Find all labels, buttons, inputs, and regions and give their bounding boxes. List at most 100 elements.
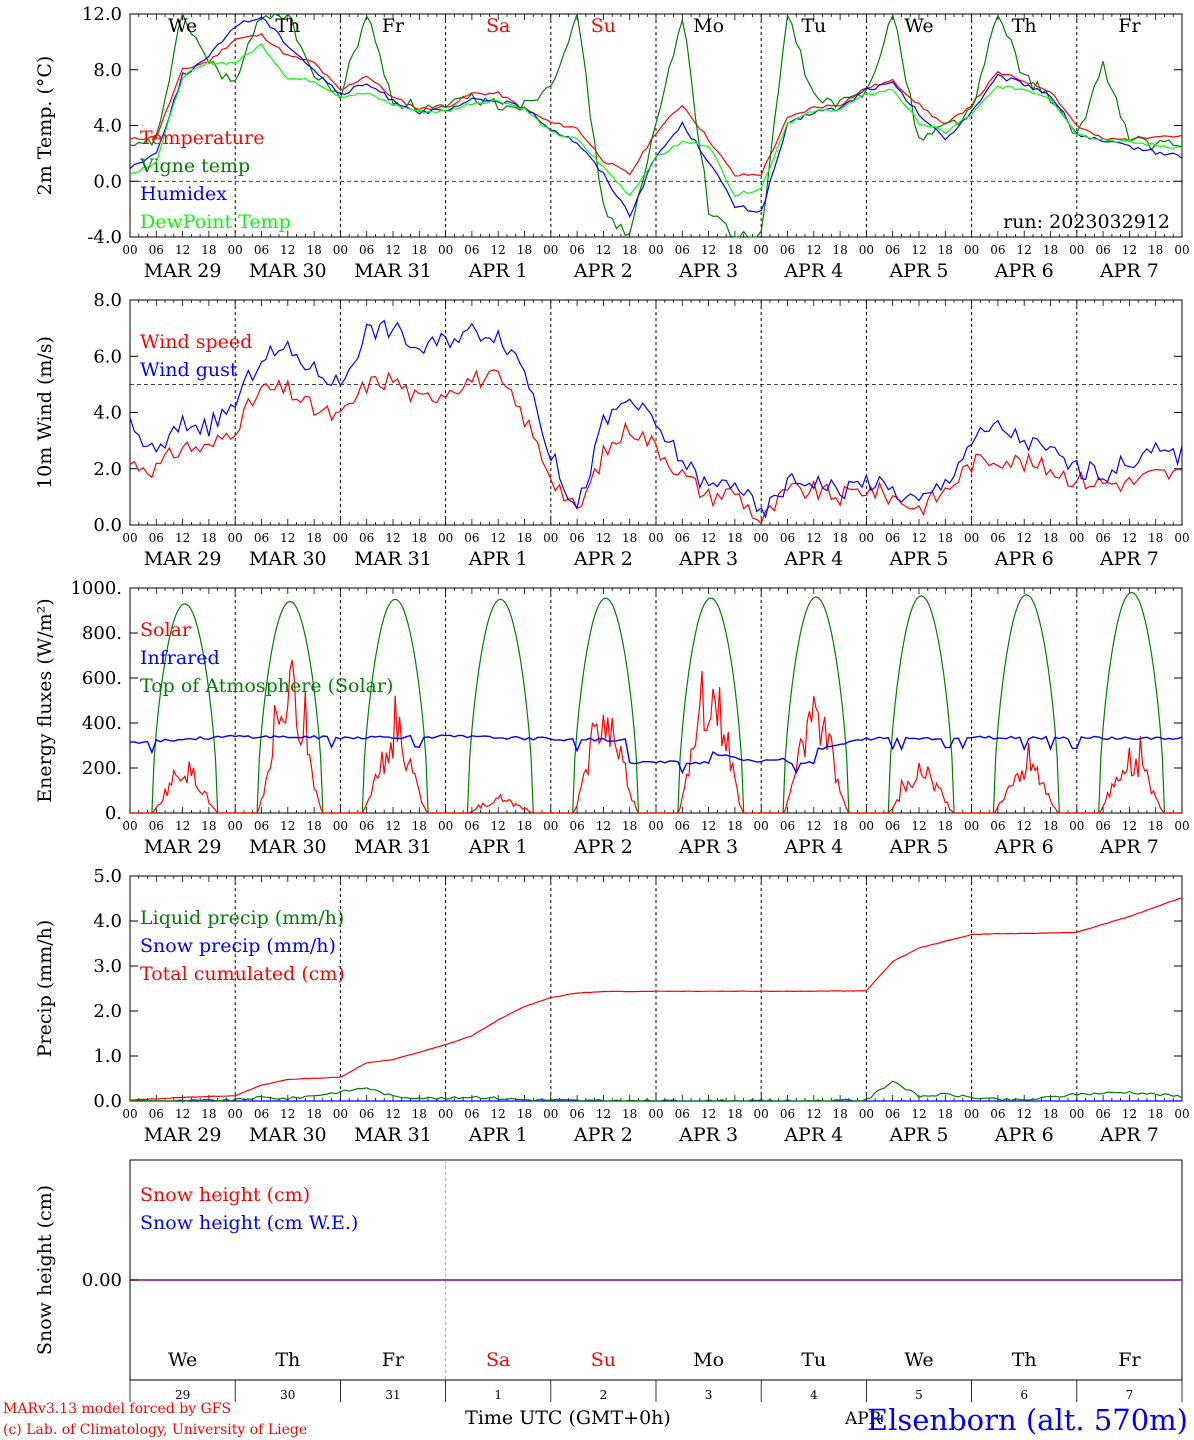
hour-tick-label: 00 <box>859 1107 874 1121</box>
hour-tick-label: 18 <box>517 819 532 833</box>
hour-tick-label: 12 <box>806 531 821 545</box>
hour-tick-label: 06 <box>780 1107 795 1121</box>
run-label: run: 2023032912 <box>1003 211 1170 233</box>
hour-tick-label: 00 <box>438 531 453 545</box>
hour-tick-label: 12 <box>911 1107 926 1121</box>
hour-tick-label: 00 <box>543 531 558 545</box>
hour-tick-label: 18 <box>201 243 216 257</box>
hour-tick-label: 00 <box>859 243 874 257</box>
weekday-label: Fr <box>1118 1349 1141 1371</box>
day-label: MAR 30 <box>249 1124 327 1146</box>
day-number-label: 30 <box>280 1388 295 1402</box>
legend-entry: Total cumulated (cm) <box>140 963 345 985</box>
hour-tick-label: 06 <box>254 531 269 545</box>
hour-tick-label: 18 <box>727 819 742 833</box>
day-label: MAR 31 <box>354 548 432 570</box>
day-label: APR 7 <box>1099 260 1159 282</box>
legend-entry: Snow height (cm) <box>140 1184 310 1206</box>
day-label: APR 2 <box>573 548 633 570</box>
hour-tick-label: 06 <box>1095 1107 1110 1121</box>
day-label: MAR 30 <box>249 836 327 858</box>
hour-tick-label: 00 <box>1069 531 1084 545</box>
hour-tick-label: 00 <box>964 243 979 257</box>
hour-tick-label: 06 <box>149 819 164 833</box>
hour-tick-label: 18 <box>1148 1107 1163 1121</box>
hour-tick-label: 00 <box>543 819 558 833</box>
hour-tick-label: 12 <box>911 243 926 257</box>
hour-tick-label: 18 <box>1148 531 1163 545</box>
weekday-label: We <box>168 1349 197 1371</box>
y-tick-label: 2.0 <box>93 1001 122 1022</box>
day-label: MAR 29 <box>144 1124 222 1146</box>
day-label: APR 2 <box>573 1124 633 1146</box>
hour-tick-label: 06 <box>359 1107 374 1121</box>
y-axis-title: Precip (mm/h) <box>34 920 56 1058</box>
weekday-label: Th <box>1012 15 1037 37</box>
snow-panel: 0.00 Snow height (cm) Snow height (cm) Snow… <box>34 1159 1183 1402</box>
temperature-panel: 00 06 12 18 MAR 29 00 06 12 18 MAR 30 00 06 12 18 MAR … <box>34 4 1190 282</box>
weekday-label: Th <box>275 1349 300 1371</box>
hour-tick-label: 06 <box>885 819 900 833</box>
hour-tick-label: 00 <box>1174 1107 1189 1121</box>
hour-tick-label: 06 <box>885 243 900 257</box>
day-label: APR 1 <box>468 260 528 282</box>
weekday-label: Th <box>1012 1349 1037 1371</box>
hour-tick-label: 18 <box>1043 531 1058 545</box>
hour-tick-label: 06 <box>254 819 269 833</box>
infrared-line <box>129 734 1183 775</box>
wind-panel: 00 06 12 18 MAR 29 00 06 12 18 MAR 30 00 06 12 18 MAR … <box>34 290 1190 570</box>
day-label: MAR 31 <box>354 836 432 858</box>
hour-tick-label: 12 <box>385 243 400 257</box>
hour-tick-label: 06 <box>464 819 479 833</box>
y-tick-label: 0.0 <box>93 1091 122 1112</box>
hour-tick-label: 06 <box>569 1107 584 1121</box>
legend-entry: Wind speed <box>140 331 252 353</box>
weekday-label: Sa <box>486 15 510 37</box>
hour-tick-label: 00 <box>859 531 874 545</box>
hour-tick-label: 06 <box>149 531 164 545</box>
hour-tick-label: 00 <box>1174 819 1189 833</box>
day-number-label: 6 <box>1020 1388 1028 1402</box>
hour-tick-label: 12 <box>175 819 190 833</box>
hour-tick-label: 06 <box>1095 531 1110 545</box>
hour-tick-label: 18 <box>1043 819 1058 833</box>
hour-tick-label: 00 <box>648 243 663 257</box>
y-tick-label: 2.0 <box>93 459 122 480</box>
hour-tick-label: 18 <box>938 819 953 833</box>
day-label: APR 6 <box>994 1124 1054 1146</box>
legend-entry: Temperature <box>140 127 264 149</box>
day-label: APR 6 <box>994 836 1054 858</box>
hour-tick-label: 12 <box>1017 819 1032 833</box>
day-number-label: 5 <box>915 1388 923 1402</box>
lab-credit: (c) Lab. of Climatology, University of L… <box>3 1422 307 1438</box>
hour-tick-label: 18 <box>412 531 427 545</box>
hour-tick-label: 18 <box>727 531 742 545</box>
hour-tick-label: 12 <box>701 243 716 257</box>
y-tick-label: 0. <box>105 803 122 824</box>
hour-tick-label: 12 <box>280 243 295 257</box>
legend-entry: Solar <box>140 619 192 641</box>
y-tick-label: 8.0 <box>93 60 122 81</box>
hour-tick-label: 00 <box>648 1107 663 1121</box>
hour-tick-label: 00 <box>964 1107 979 1121</box>
hour-tick-label: 12 <box>1017 531 1032 545</box>
weekday-label: Tu <box>801 15 826 37</box>
hour-tick-label: 00 <box>754 531 769 545</box>
hour-tick-label: 12 <box>911 819 926 833</box>
hour-tick-label: 06 <box>464 1107 479 1121</box>
hour-tick-label: 12 <box>911 531 926 545</box>
day-label: APR 3 <box>678 260 738 282</box>
hour-tick-label: 00 <box>122 243 137 257</box>
y-tick-label: 0.0 <box>93 171 122 192</box>
hour-tick-label: 00 <box>228 531 243 545</box>
hour-tick-label: 12 <box>806 243 821 257</box>
weekday-label: We <box>168 15 197 37</box>
hour-tick-label: 18 <box>938 1107 953 1121</box>
legend-entry: Wind gust <box>140 359 238 381</box>
day-label: APR 5 <box>889 836 949 858</box>
hour-tick-label: 00 <box>1069 819 1084 833</box>
model-credit: MARv3.13 model forced by GFS <box>3 1401 231 1417</box>
hour-tick-label: 18 <box>1043 1107 1058 1121</box>
hour-tick-label: 18 <box>832 819 847 833</box>
hour-tick-label: 12 <box>701 1107 716 1121</box>
